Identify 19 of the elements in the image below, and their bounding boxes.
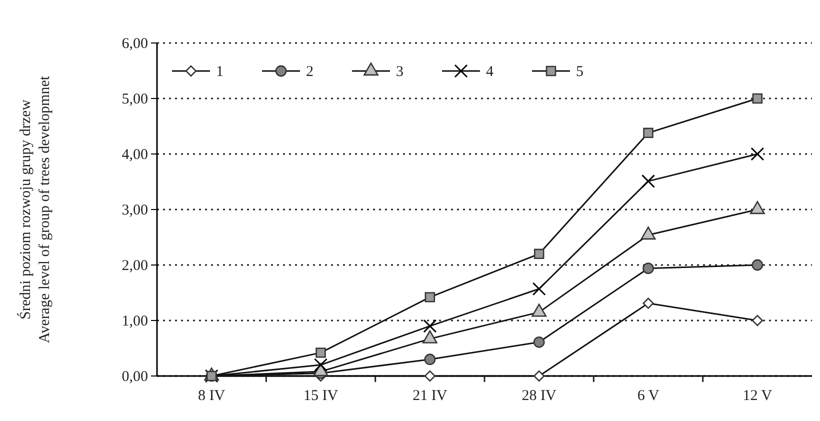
y-tick-label: 1,00	[122, 313, 148, 330]
legend-label: 5	[576, 64, 584, 80]
y-tick-label: 4,00	[122, 146, 148, 163]
legend-label: 4	[486, 64, 494, 80]
x-tick-label: 6 V	[637, 388, 660, 404]
y-tick-label: 6,00	[122, 36, 148, 52]
y-tick-label: 5,00	[122, 91, 148, 108]
y-tick-label: 0,00	[122, 368, 148, 385]
x-tick-label: 8 IV	[198, 388, 226, 404]
legend-label: 3	[396, 64, 404, 80]
legend-label: 1	[216, 64, 224, 80]
legend-label: 2	[306, 64, 314, 80]
x-tick-label: 12 V	[742, 388, 772, 404]
y-tick-label: 3,00	[122, 202, 148, 218]
y-tick-label: 2,00	[122, 258, 148, 274]
x-tick-label: 21 IV	[412, 388, 448, 404]
y-axis-title: Średni poziom rozwoju grupy drzew Average level of group of trees developmnet	[17, 75, 53, 344]
x-tick-label: 15 IV	[303, 388, 338, 404]
x-tick-label: 28 IV	[522, 388, 557, 404]
